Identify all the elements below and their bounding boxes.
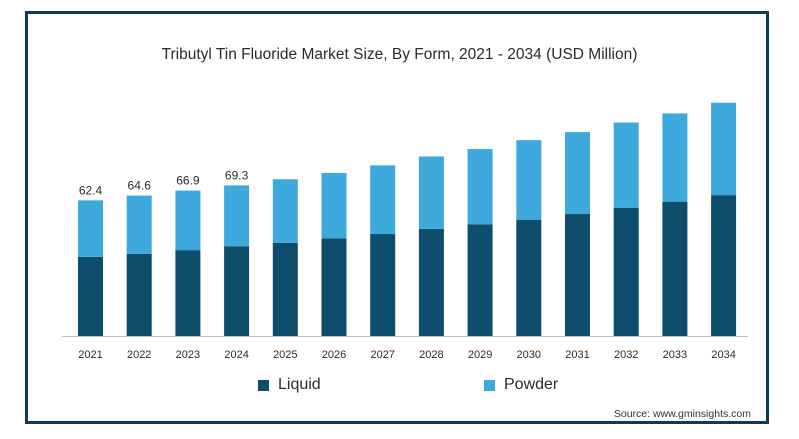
legend-label-powder: Powder — [504, 376, 559, 393]
bar-powder-2030 — [516, 140, 542, 220]
x-tick-label-2029: 2029 — [468, 349, 492, 361]
x-tick-label-2026: 2026 — [322, 349, 346, 361]
bar-powder-2027 — [370, 165, 396, 235]
x-tick-label-2034: 2034 — [711, 349, 735, 361]
bar-powder-2034 — [711, 102, 737, 196]
bar-powder-2026 — [321, 172, 347, 239]
legend-item-powder: Powder — [484, 376, 558, 394]
bar-powder-2023 — [175, 190, 201, 251]
bar-liquid-2023 — [175, 250, 201, 336]
data-label-2024: 69.3 — [225, 168, 249, 182]
bar-powder-2022 — [126, 195, 152, 254]
x-tick-label-2032: 2032 — [614, 349, 638, 361]
bar-powder-2024 — [224, 185, 250, 247]
x-tick-label-2031: 2031 — [565, 349, 589, 361]
x-tick-label-2021: 2021 — [78, 349, 102, 361]
x-tick-label-2027: 2027 — [370, 349, 394, 361]
data-label-2023: 66.9 — [176, 174, 200, 188]
bar-powder-2025 — [272, 179, 298, 243]
bar-liquid-2033 — [662, 201, 688, 336]
bar-liquid-2021 — [78, 256, 103, 336]
bar-liquid-2034 — [711, 195, 737, 336]
x-tick-label-2028: 2028 — [419, 349, 443, 361]
legend-swatch-liquid — [258, 379, 269, 391]
bar-liquid-2028 — [418, 228, 444, 336]
bar-powder-2029 — [467, 149, 493, 225]
x-tick-label-2024: 2024 — [224, 349, 248, 361]
legend-swatch-powder — [484, 379, 495, 391]
legend-label-liquid: Liquid — [278, 376, 321, 393]
bar-powder-2032 — [613, 122, 639, 208]
bar-liquid-2031 — [565, 214, 590, 336]
x-tick-label-2023: 2023 — [176, 349, 200, 361]
bar-powder-2033 — [662, 113, 688, 202]
data-label-2021: 62.4 — [79, 183, 103, 197]
data-label-2022: 64.6 — [128, 179, 152, 193]
bar-powder-2021 — [78, 200, 103, 257]
bar-liquid-2022 — [126, 253, 152, 336]
x-tick-label-2025: 2025 — [273, 349, 297, 361]
x-tick-label-2033: 2033 — [663, 349, 687, 361]
bar-liquid-2032 — [613, 207, 639, 336]
x-tick-label-2022: 2022 — [127, 349, 151, 361]
bar-liquid-2029 — [467, 224, 493, 336]
bar-liquid-2026 — [321, 238, 347, 336]
bar-liquid-2027 — [370, 234, 396, 336]
bar-liquid-2030 — [516, 219, 542, 336]
chart-title: Tributyl Tin Fluoride Market Size, By Fo… — [161, 46, 638, 63]
bar-powder-2028 — [418, 156, 444, 229]
bar-liquid-2025 — [272, 242, 298, 336]
source-note: Source: www.gminsights.com — [613, 408, 751, 420]
x-tick-label-2030: 2030 — [517, 349, 541, 361]
bar-powder-2031 — [565, 132, 590, 215]
legend-item-liquid: Liquid — [258, 376, 321, 394]
bar-liquid-2024 — [224, 246, 250, 336]
